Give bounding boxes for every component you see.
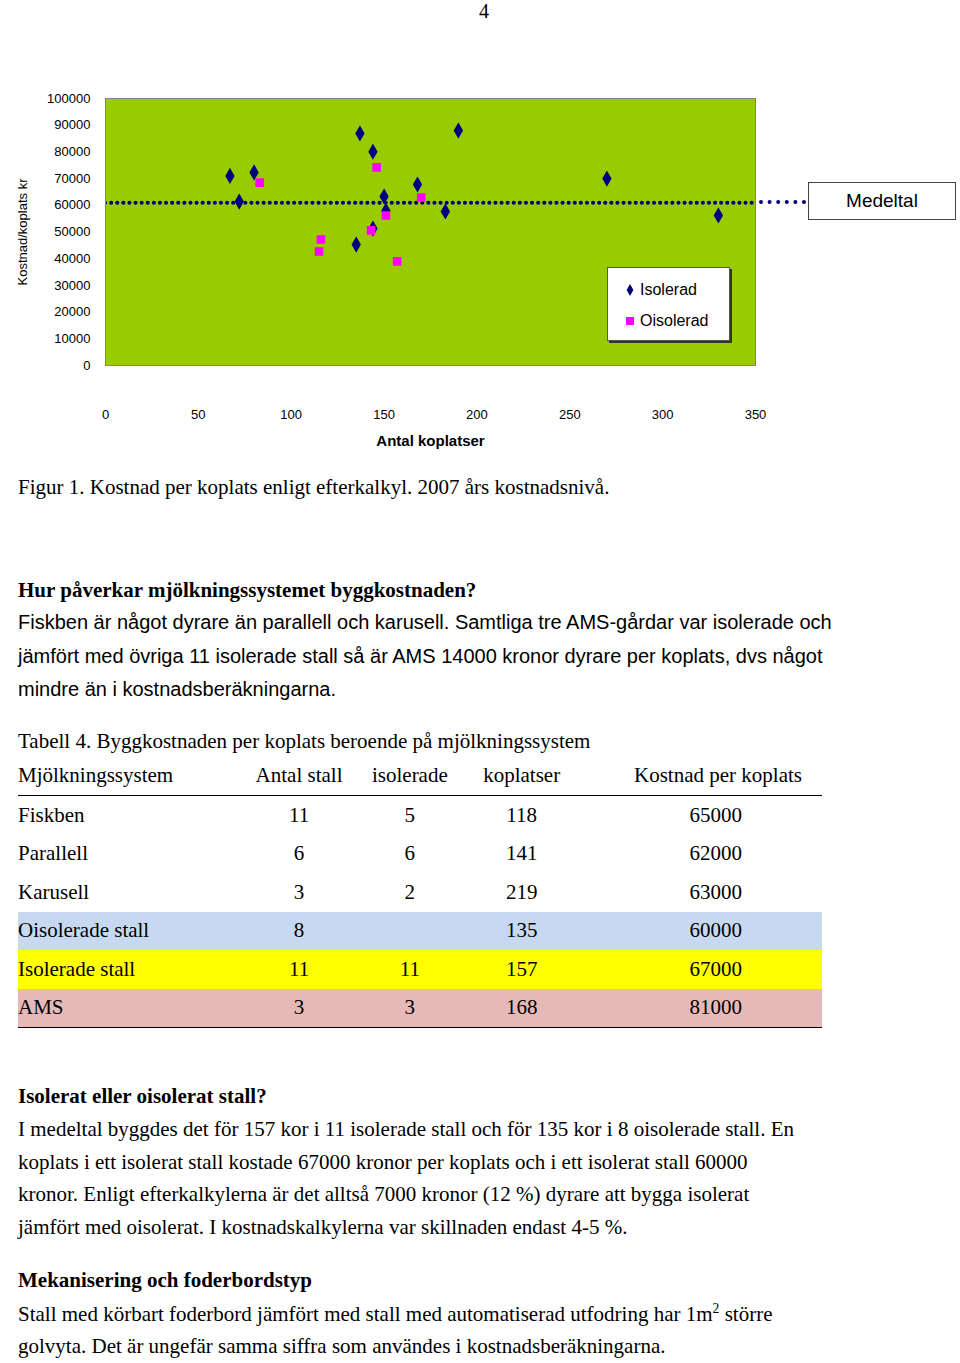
html-text:3: 3 xyxy=(293,995,305,1020)
svg-text:50000: 50000 xyxy=(54,224,90,239)
svg-text:100: 100 xyxy=(280,407,302,422)
svg-text:250: 250 xyxy=(559,407,581,422)
html-text:Fiskben: Fiskben xyxy=(18,802,85,827)
svg-text:10000: 10000 xyxy=(54,331,90,346)
html-text:Medeltal: Medeltal xyxy=(846,190,918,212)
html-text:Kostnad per koplats: Kostnad per koplats xyxy=(634,762,802,787)
html-text:Hur påverkar mjölkningssysteme: Hur påverkar mjölkningssystemet byggkost… xyxy=(18,578,477,602)
svg-text:20000: 20000 xyxy=(54,304,90,319)
html-text:I medeltal byggdes det för 157: I medeltal byggdes det för 157 kor i 11 … xyxy=(18,1117,794,1141)
html-text:118: 118 xyxy=(506,802,537,827)
svg-text:80000: 80000 xyxy=(54,144,90,159)
html-text:Tabell 4. Byggkostnaden per ko: Tabell 4. Byggkostnaden per koplats bero… xyxy=(18,729,591,753)
svg-text:150: 150 xyxy=(373,407,395,422)
html-text:168: 168 xyxy=(505,995,538,1020)
html-text:219: 219 xyxy=(505,879,538,904)
svg-text:Kostnad/koplats kr: Kostnad/koplats kr xyxy=(15,178,30,286)
svg-text:350: 350 xyxy=(745,407,767,422)
html-text:3: 3 xyxy=(293,879,305,904)
html-text:4: 4 xyxy=(479,0,489,22)
html-text:Mjölkningssystem: Mjölkningssystem xyxy=(18,762,174,787)
html-text:63000: 63000 xyxy=(689,879,742,904)
html-text:135: 135 xyxy=(505,918,538,943)
html-text:isolerade: isolerade xyxy=(372,762,448,787)
svg-text:Antal koplatser: Antal koplatser xyxy=(376,432,485,449)
svg-text:90000: 90000 xyxy=(54,117,90,132)
html-text:golvyta. Det är ungefär samma: golvyta. Det är ungefär samma siffra som… xyxy=(18,1333,666,1358)
svg-text:40000: 40000 xyxy=(54,251,90,266)
html-text:Isolerad: Isolerad xyxy=(640,281,697,298)
svg-text:70000: 70000 xyxy=(54,171,90,186)
svg-text:300: 300 xyxy=(652,407,674,422)
html-text:3: 3 xyxy=(404,995,416,1020)
html-text:jämfört med oisolerat. I kostn: jämfört med oisolerat. I kostnadskalkyle… xyxy=(18,1214,628,1239)
html-text:koplats i ett isolerat stall k: koplats i ett isolerat stall kostade 670… xyxy=(18,1149,748,1174)
html-text:Figur 1. Kostnad per koplats e: Figur 1. Kostnad per koplats enligt efte… xyxy=(18,475,610,499)
html-text:Karusell: Karusell xyxy=(18,879,90,904)
html-text:81000: 81000 xyxy=(689,995,742,1020)
html-text:Mekanisering och foderbordstyp: Mekanisering och foderbordstyp xyxy=(18,1268,312,1292)
svg-text:0: 0 xyxy=(83,358,90,373)
html-text:Oisolerad: Oisolerad xyxy=(640,312,709,329)
html-text:8: 8 xyxy=(293,918,305,943)
html-text:11: 11 xyxy=(399,956,420,981)
html-text:5: 5 xyxy=(404,802,416,827)
html-text:Fiskben är något dyrare än par: Fiskben är något dyrare än parallell och… xyxy=(18,611,832,633)
html-text:Isolerade stall: Isolerade stall xyxy=(18,956,136,981)
html-text:Oisolerade stall: Oisolerade stall xyxy=(18,918,150,943)
html-text:Isolerat eller oisolerat stall: Isolerat eller oisolerat stall? xyxy=(18,1084,267,1108)
html-text:koplatser: koplatser xyxy=(483,762,561,787)
svg-text:200: 200 xyxy=(466,407,488,422)
html-text:mindre än i kostnadsberäkninga: mindre än i kostnadsberäkningarna. xyxy=(18,678,336,700)
html-text:141: 141 xyxy=(505,841,538,866)
html-text:Parallell: Parallell xyxy=(18,841,88,866)
svg-text:0: 0 xyxy=(102,407,109,422)
html-text:67000: 67000 xyxy=(689,956,742,981)
html-text:Stall med körbart foderbord jä: Stall med körbart foderbord jämfört med … xyxy=(18,1301,773,1326)
html-text:AMS: AMS xyxy=(18,995,64,1020)
html-text:kronor. Enligt efterkalkylerna: kronor. Enligt efterkalkylerna är det al… xyxy=(18,1182,750,1206)
html-text:11: 11 xyxy=(288,802,310,827)
html-text:2: 2 xyxy=(404,879,416,904)
svg-text:30000: 30000 xyxy=(54,278,90,293)
html-text:6: 6 xyxy=(293,841,305,866)
html-text:60000: 60000 xyxy=(689,918,742,943)
html-text:157: 157 xyxy=(505,956,538,981)
svg-text:100000: 100000 xyxy=(47,91,90,106)
html-text:jämfört med övriga 11 isolerad: jämfört med övriga 11 isolerade stall så… xyxy=(18,644,823,667)
html-text:62000: 62000 xyxy=(689,841,742,866)
html-text:6: 6 xyxy=(404,841,416,866)
svg-text:50: 50 xyxy=(191,407,205,422)
svg-text:60000: 60000 xyxy=(54,197,90,212)
html-text:11: 11 xyxy=(288,956,310,981)
html-text:Antal stall: Antal stall xyxy=(255,762,343,787)
html-text:65000: 65000 xyxy=(689,802,742,827)
